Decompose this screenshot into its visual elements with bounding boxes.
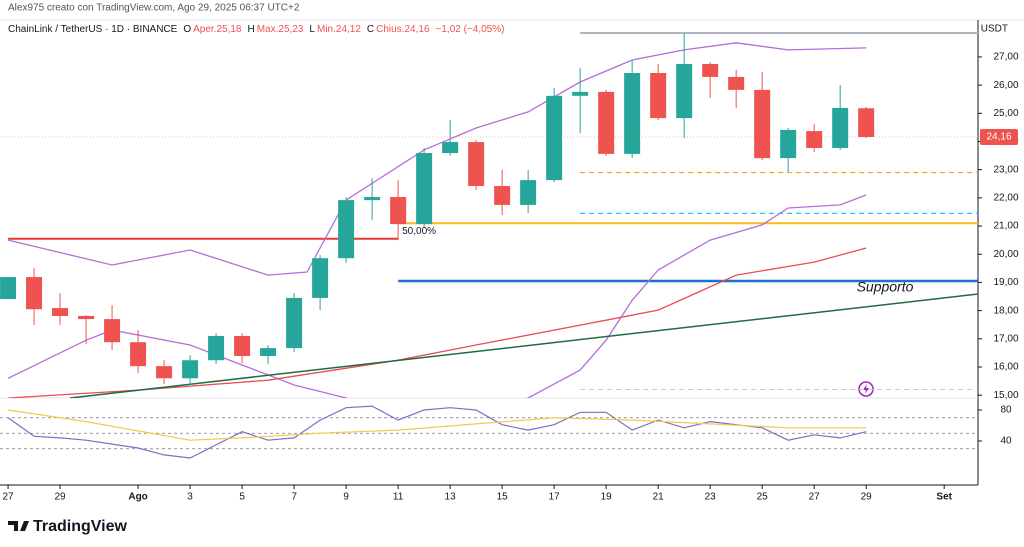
y-tick-label: 22,00 — [993, 193, 1018, 204]
candle-body — [390, 197, 407, 225]
candle-body — [52, 308, 69, 316]
osc-line — [7, 405, 867, 459]
logo-text: TradingView — [33, 518, 128, 535]
indicator-line — [8, 247, 867, 398]
y-tick-label: 18,00 — [993, 305, 1018, 316]
candle-body — [780, 129, 797, 159]
candle-body — [234, 335, 251, 356]
candle-body — [208, 335, 225, 361]
osc-tick-label: 40 — [1000, 436, 1012, 447]
indicator-line — [7, 194, 867, 398]
indicator-line — [7, 42, 867, 276]
candle-body — [338, 200, 355, 259]
ohlc-item: C — [367, 24, 374, 35]
symbol-legend: ChainLink / TetherUS · 1D · BINANCE O Aper… — [8, 24, 504, 35]
candle-body — [676, 63, 693, 119]
x-tick-label: 27 — [2, 492, 14, 503]
x-tick-label: 23 — [705, 492, 717, 503]
y-tick-label: 21,00 — [993, 221, 1018, 232]
last-price-label: 24,16 — [986, 132, 1011, 143]
candle-body — [858, 108, 875, 137]
candle-body — [754, 89, 771, 159]
x-tick-label: 19 — [601, 492, 613, 503]
candle-body — [494, 186, 511, 205]
candle-body — [156, 366, 173, 379]
candle-body — [78, 315, 95, 320]
y-tick-label: 23,00 — [993, 164, 1018, 175]
x-tick-label: 15 — [497, 492, 509, 503]
indicator-line — [69, 293, 978, 398]
x-tick-label: 11 — [393, 492, 404, 503]
x-tick-label: 5 — [239, 492, 245, 503]
candle-body — [624, 72, 641, 154]
y-tick-label: 15,00 — [993, 390, 1018, 401]
candle-body — [832, 107, 849, 148]
x-tick-label: 27 — [809, 492, 821, 503]
candle-body — [702, 63, 719, 77]
y-tick-label: 17,00 — [993, 333, 1018, 344]
y-tick-label: 20,00 — [993, 249, 1018, 260]
candle-body — [104, 319, 121, 343]
candle-body — [416, 153, 433, 225]
currency: USDT — [981, 24, 1008, 35]
y-tick-label: 16,00 — [993, 362, 1018, 373]
candle-body — [728, 76, 745, 90]
x-tick-label: 7 — [291, 492, 297, 503]
candle-body — [182, 360, 199, 379]
main-pane — [0, 31, 978, 398]
candle-body — [572, 91, 589, 96]
candle-body — [260, 348, 277, 356]
symbol: ChainLink / TetherUS · 1D · BINANCE — [8, 24, 178, 35]
x-tick-label: 29 — [861, 492, 873, 503]
osc-line — [8, 409, 867, 441]
candle-body — [364, 197, 381, 201]
candle-body — [546, 95, 563, 181]
x-tick-label: 13 — [445, 492, 457, 503]
alert-icon — [858, 381, 874, 397]
candle-body — [806, 131, 823, 148]
candle-body — [520, 180, 537, 205]
ohlc-item: L — [309, 24, 315, 35]
level-label: Supporto — [857, 279, 914, 295]
ohlc-item: Chius.24,16 — [376, 24, 430, 35]
ohlc-item: −1,02 (−4,05%) — [436, 24, 505, 35]
candle-body — [0, 277, 17, 300]
candle-body — [312, 258, 329, 298]
x-tick-label: Ago — [128, 492, 147, 503]
x-tick-label: 25 — [757, 492, 769, 503]
x-tick-label: 21 — [653, 492, 665, 503]
y-tick-label: 19,00 — [993, 277, 1018, 288]
y-tick-label: 26,00 — [993, 80, 1018, 91]
x-tick-label: 17 — [549, 492, 561, 503]
x-tick-label: Set — [936, 492, 952, 503]
ohlc-item: O — [183, 24, 191, 35]
osc-tick-label: 80 — [1000, 405, 1012, 416]
ohlc-item: H — [247, 24, 254, 35]
candle-body — [286, 297, 303, 349]
tv-logo: TradingView — [8, 518, 128, 535]
candle-body — [130, 342, 147, 367]
x-tick-label: 9 — [343, 492, 349, 503]
candle-body — [598, 91, 615, 154]
y-tick-label: 25,00 — [993, 108, 1018, 119]
osc-pane — [0, 405, 978, 459]
y-tick-label: 27,00 — [993, 52, 1018, 63]
x-tick-label: 29 — [55, 492, 67, 503]
last-price-box — [980, 128, 1018, 145]
candle-body — [468, 142, 485, 187]
ohlc-item: Aper.25,18 — [193, 24, 242, 35]
ohlc-item: Min.24,12 — [317, 24, 361, 35]
level-label: 50,00% — [402, 226, 436, 237]
candle-body — [650, 72, 667, 119]
x-tick-label: 3 — [187, 492, 193, 503]
attribution: Alex975 creato con TradingView.com, Ago … — [8, 3, 300, 14]
ohlc-item: Max.25,23 — [257, 24, 304, 35]
candle-body — [442, 142, 459, 154]
candle-body — [26, 277, 43, 310]
